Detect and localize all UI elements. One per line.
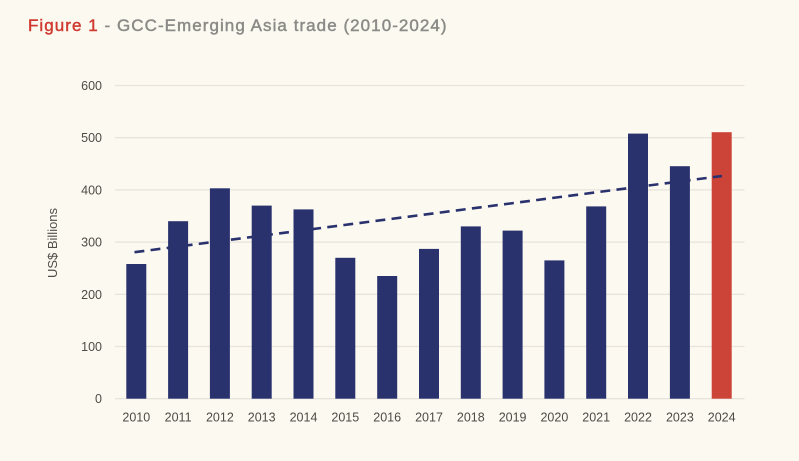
svg-text:2020: 2020: [540, 411, 568, 425]
svg-text:US$ Billions: US$ Billions: [45, 207, 60, 278]
svg-text:2016: 2016: [373, 411, 401, 425]
svg-text:2013: 2013: [248, 411, 276, 425]
svg-text:2010: 2010: [122, 411, 150, 425]
svg-text:2011: 2011: [165, 411, 192, 425]
svg-text:2023: 2023: [666, 411, 694, 425]
svg-text:100: 100: [81, 340, 102, 354]
svg-text:300: 300: [81, 236, 102, 250]
svg-text:2018: 2018: [457, 411, 485, 425]
svg-text:2015: 2015: [331, 411, 359, 425]
svg-text:500: 500: [81, 131, 102, 145]
svg-text:2024: 2024: [708, 411, 736, 425]
svg-text:0: 0: [95, 392, 102, 406]
svg-text:600: 600: [81, 79, 102, 93]
svg-text:2021: 2021: [582, 411, 610, 425]
svg-text:2022: 2022: [624, 411, 652, 425]
svg-text:400: 400: [81, 183, 102, 197]
svg-text:2014: 2014: [290, 411, 318, 425]
svg-text:2019: 2019: [499, 411, 527, 425]
svg-text:2017: 2017: [415, 411, 443, 425]
svg-text:200: 200: [81, 288, 102, 302]
svg-text:2012: 2012: [206, 411, 234, 425]
